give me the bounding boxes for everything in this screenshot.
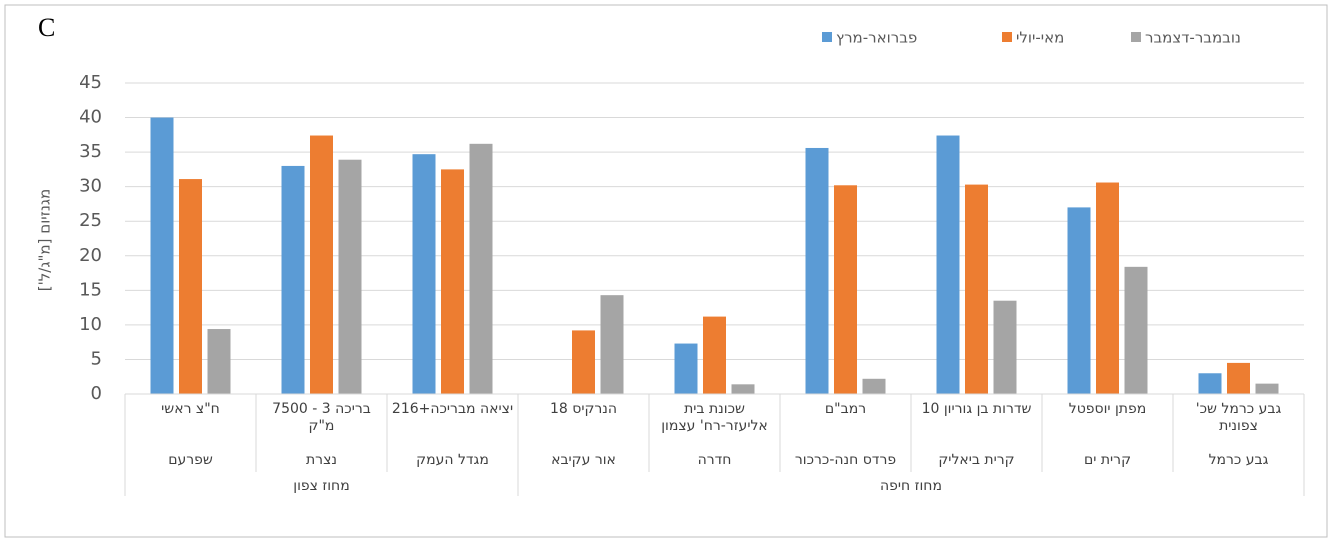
bar — [179, 179, 202, 394]
bar — [1096, 182, 1119, 394]
bar — [207, 329, 231, 394]
bar — [731, 384, 755, 394]
x-city-label: חדרה — [697, 452, 732, 468]
y-tick-label: 45 — [79, 72, 102, 93]
legend-swatch — [822, 32, 832, 42]
bar — [703, 316, 726, 394]
y-tick-label: 0 — [91, 383, 102, 404]
legend-label: נובמבר-דצמבר — [1145, 29, 1241, 47]
y-tick-label: 30 — [79, 176, 102, 197]
y-axis-label: מגנזיום [מ"ג/ל'] — [36, 189, 54, 291]
bar — [572, 330, 595, 394]
panel-label: C — [38, 13, 55, 42]
x-city-label: נצרת — [305, 452, 337, 468]
bar — [965, 184, 988, 394]
x-category-label: גבע כרמל שכ' צפונית — [1195, 401, 1282, 434]
x-district-label: מחוז חיפה — [880, 478, 942, 494]
legend-swatch — [1131, 32, 1141, 42]
x-city-label: שפרעם — [168, 452, 213, 468]
bar — [150, 117, 174, 395]
x-city-label: מגדל העמק — [416, 452, 489, 468]
bar — [1198, 373, 1222, 394]
bar — [1227, 362, 1250, 394]
y-tick-label: 10 — [79, 314, 102, 335]
x-category-label: יציאה מבריכה+216 — [391, 401, 514, 417]
bar — [862, 378, 886, 394]
bar — [412, 154, 436, 394]
bar — [834, 185, 857, 394]
x-category-label: בריכה 3 - 7500 מ"ק — [272, 401, 371, 434]
y-tick-label: 40 — [79, 107, 102, 128]
legend-label: מאי-יולי — [1016, 29, 1064, 47]
x-city-label: גבע כרמל — [1208, 452, 1269, 468]
x-city-label: פרדס חנה-כרכור — [794, 452, 897, 468]
bar — [281, 165, 305, 394]
bar — [805, 147, 829, 394]
x-category-label: ח"צ ראשי — [161, 401, 220, 417]
x-category-label: הנרקיס 18 — [549, 401, 618, 417]
bar — [338, 159, 362, 394]
bar — [936, 135, 960, 394]
x-district-label: מחוז צפון — [293, 478, 350, 494]
x-city-label: קרית ים — [1083, 452, 1132, 468]
x-category-label: מפתן יוספטל — [1068, 401, 1147, 417]
bar — [1124, 266, 1148, 394]
bar — [441, 169, 464, 394]
legend-swatch — [1002, 32, 1012, 42]
x-city-label: קרית ביאליק — [938, 452, 1015, 468]
bar — [600, 295, 624, 394]
y-tick-label: 20 — [79, 245, 102, 266]
x-category-label: שדרות בן גוריון 10 — [921, 401, 1032, 417]
y-tick-label: 25 — [79, 210, 102, 231]
chart-border — [4, 4, 1328, 538]
bar — [674, 343, 698, 394]
y-tick-label: 5 — [91, 348, 102, 369]
x-city-label: אור עקיבא — [551, 452, 616, 468]
y-tick-label: 15 — [79, 279, 102, 300]
x-category-label: רמב"ם — [824, 401, 867, 417]
bar — [469, 143, 493, 394]
bar — [993, 300, 1017, 394]
legend-label: פברואר-מרץ — [836, 29, 917, 47]
bar — [1255, 383, 1279, 394]
bar — [310, 135, 333, 394]
x-category-label: שכונת בית אליעזר-רח' עצמון — [661, 401, 768, 434]
bar — [1067, 207, 1091, 394]
y-tick-label: 35 — [79, 141, 102, 162]
